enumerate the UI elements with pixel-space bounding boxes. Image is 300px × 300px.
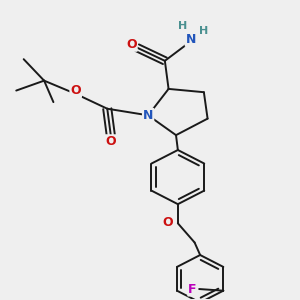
Text: O: O bbox=[106, 135, 116, 148]
Text: O: O bbox=[126, 38, 137, 51]
Text: N: N bbox=[143, 109, 153, 122]
Text: F: F bbox=[188, 283, 197, 296]
Text: N: N bbox=[186, 33, 196, 46]
Text: H: H bbox=[178, 21, 187, 31]
Text: O: O bbox=[162, 216, 173, 229]
Text: O: O bbox=[70, 84, 81, 97]
Text: H: H bbox=[199, 26, 208, 36]
